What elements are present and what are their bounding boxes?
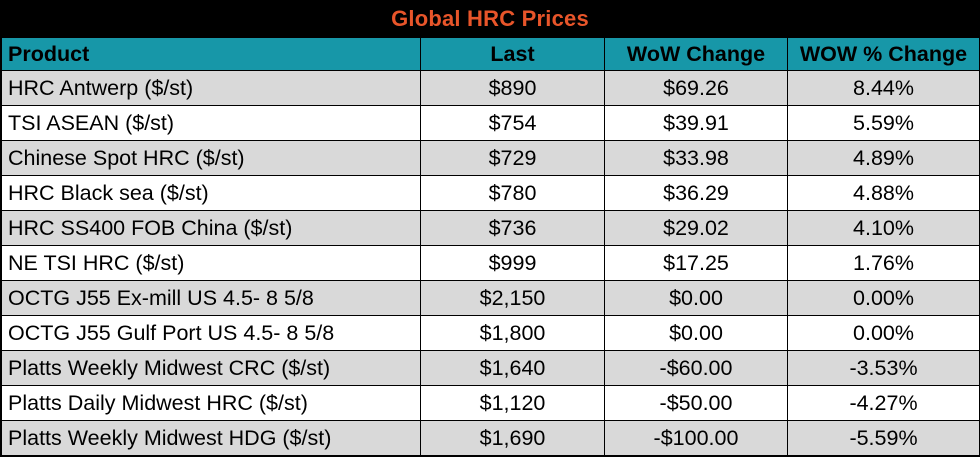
cell-last: $999 xyxy=(420,245,605,281)
cell-last: $729 xyxy=(420,140,605,176)
table-title: Global HRC Prices xyxy=(391,5,589,31)
table-row: OCTG J55 Ex-mill US 4.5- 8 5/8 $2,150 $0.0… xyxy=(1,280,980,316)
cell-product: Platts Weekly Midwest HDG ($/st) xyxy=(1,420,421,456)
column-header-wow-pct-change: WOW % Change xyxy=(787,37,980,71)
cell-wow-pct-change: 4.89% xyxy=(787,140,980,176)
cell-last: $736 xyxy=(420,210,605,246)
cell-wow-change: $0.00 xyxy=(604,315,788,351)
cell-wow-pct-change: -4.27% xyxy=(787,385,980,421)
cell-product: HRC SS400 FOB China ($/st) xyxy=(1,210,421,246)
cell-product: Platts Daily Midwest HRC ($/st) xyxy=(1,385,421,421)
cell-wow-change: $33.98 xyxy=(604,140,788,176)
cell-wow-change: -$50.00 xyxy=(604,385,788,421)
table-row: HRC Antwerp ($/st) $890 $69.26 8.44% xyxy=(1,70,980,106)
cell-wow-pct-change: 0.00% xyxy=(787,315,980,351)
table-row: Platts Weekly Midwest HDG ($/st) $1,690 -$… xyxy=(1,420,980,456)
cell-wow-pct-change: -3.53% xyxy=(787,350,980,386)
table-row: Platts Daily Midwest HRC ($/st) $1,120 -$5… xyxy=(1,385,980,421)
cell-last: $754 xyxy=(420,105,605,141)
cell-last: $1,690 xyxy=(420,420,605,456)
table-title-bar: Global HRC Prices xyxy=(1,1,979,37)
table-row: Platts Weekly Midwest CRC ($/st) $1,640 -$… xyxy=(1,350,980,386)
cell-wow-pct-change: -5.59% xyxy=(787,420,980,456)
cell-last: $1,120 xyxy=(420,385,605,421)
cell-wow-change: $39.91 xyxy=(604,105,788,141)
cell-wow-change: $0.00 xyxy=(604,280,788,316)
price-table: Product Last WoW Change WOW % Change HRC… xyxy=(1,37,980,456)
cell-product: HRC Black sea ($/st) xyxy=(1,175,421,211)
cell-last: $1,640 xyxy=(420,350,605,386)
cell-product: OCTG J55 Ex-mill US 4.5- 8 5/8 xyxy=(1,280,421,316)
cell-wow-pct-change: 0.00% xyxy=(787,280,980,316)
cell-wow-pct-change: 4.10% xyxy=(787,210,980,246)
cell-wow-pct-change: 8.44% xyxy=(787,70,980,106)
cell-wow-pct-change: 1.76% xyxy=(787,245,980,281)
cell-wow-change: -$100.00 xyxy=(604,420,788,456)
cell-product: TSI ASEAN ($/st) xyxy=(1,105,421,141)
cell-last: $780 xyxy=(420,175,605,211)
cell-last: $890 xyxy=(420,70,605,106)
header-row: Product Last WoW Change WOW % Change xyxy=(1,37,980,71)
cell-product: HRC Antwerp ($/st) xyxy=(1,70,421,106)
column-header-wow-change: WoW Change xyxy=(604,37,788,71)
column-header-product: Product xyxy=(1,37,421,71)
table-row: HRC Black sea ($/st) $780 $36.29 4.88% xyxy=(1,175,980,211)
table-row: Chinese Spot HRC ($/st) $729 $33.98 4.89% xyxy=(1,140,980,176)
cell-wow-pct-change: 5.59% xyxy=(787,105,980,141)
column-header-last: Last xyxy=(420,37,605,71)
cell-product: Platts Weekly Midwest CRC ($/st) xyxy=(1,350,421,386)
table-body: HRC Antwerp ($/st) $890 $69.26 8.44% TSI ASE… xyxy=(1,70,980,456)
cell-wow-change: -$60.00 xyxy=(604,350,788,386)
table-row: HRC SS400 FOB China ($/st) $736 $29.02 4.10… xyxy=(1,210,980,246)
cell-last: $1,800 xyxy=(420,315,605,351)
cell-last: $2,150 xyxy=(420,280,605,316)
table-row: OCTG J55 Gulf Port US 4.5- 8 5/8 $1,800 $0… xyxy=(1,315,980,351)
cell-product: OCTG J55 Gulf Port US 4.5- 8 5/8 xyxy=(1,315,421,351)
cell-wow-change: $69.26 xyxy=(604,70,788,106)
cell-wow-change: $17.25 xyxy=(604,245,788,281)
cell-wow-change: $36.29 xyxy=(604,175,788,211)
table-row: NE TSI HRC ($/st) $999 $17.25 1.76% xyxy=(1,245,980,281)
cell-wow-pct-change: 4.88% xyxy=(787,175,980,211)
table-row: TSI ASEAN ($/st) $754 $39.91 5.59% xyxy=(1,105,980,141)
cell-product: Chinese Spot HRC ($/st) xyxy=(1,140,421,176)
cell-wow-change: $29.02 xyxy=(604,210,788,246)
cell-product: NE TSI HRC ($/st) xyxy=(1,245,421,281)
